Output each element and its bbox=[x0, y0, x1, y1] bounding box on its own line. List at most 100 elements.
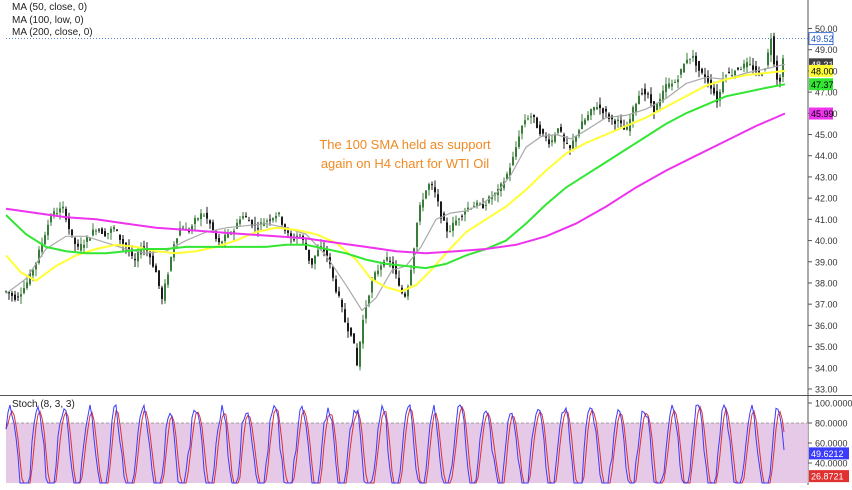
candle-body bbox=[335, 279, 337, 292]
candle-body bbox=[731, 75, 733, 77]
ma-legend: MA (50, close, 0) MA (100, low, 0) MA (2… bbox=[12, 2, 93, 40]
candle-body bbox=[512, 156, 514, 166]
candle-body bbox=[524, 120, 526, 125]
annotation-line-2: again on H4 chart for WTI Oil bbox=[320, 156, 490, 171]
candle-body bbox=[248, 220, 250, 222]
candle-body bbox=[485, 204, 487, 206]
candle-body bbox=[260, 222, 262, 225]
candle-body bbox=[38, 249, 40, 263]
stoch-tick-label: 100.0000 bbox=[815, 399, 852, 409]
candle-body bbox=[650, 94, 652, 104]
candle-body bbox=[101, 228, 103, 234]
y-tick-label: 50.00 bbox=[815, 24, 838, 34]
candle-body bbox=[506, 173, 508, 180]
candle-body bbox=[671, 83, 673, 87]
candle-body bbox=[575, 136, 577, 142]
candle-body bbox=[80, 243, 82, 251]
price-tag-bg bbox=[809, 78, 833, 91]
candle-body bbox=[209, 220, 211, 224]
candle-body bbox=[476, 202, 478, 206]
candle-body bbox=[71, 229, 73, 236]
candle-body bbox=[50, 216, 52, 223]
candle-body bbox=[356, 347, 358, 366]
candle-body bbox=[434, 187, 436, 193]
candle-body bbox=[428, 184, 430, 190]
candle-body bbox=[8, 291, 10, 294]
candle-body bbox=[590, 109, 592, 116]
candle-body bbox=[353, 333, 355, 344]
candle-body bbox=[395, 265, 397, 275]
candle-body bbox=[683, 63, 685, 73]
chart-annotation: The 100 SMA held as support again on H4 … bbox=[295, 135, 515, 173]
candle-body bbox=[98, 229, 100, 231]
candle-body bbox=[215, 230, 217, 239]
candle-body bbox=[743, 63, 745, 69]
candle-body bbox=[632, 107, 634, 121]
candle-body bbox=[686, 59, 688, 64]
candle-body bbox=[167, 274, 169, 285]
candle-body bbox=[734, 70, 736, 76]
candle-body bbox=[179, 227, 181, 236]
candle-body bbox=[527, 118, 529, 120]
candle-body bbox=[74, 237, 76, 244]
candle-body bbox=[722, 78, 724, 93]
candle-body bbox=[638, 95, 640, 105]
candle-body bbox=[380, 265, 382, 270]
candle-body bbox=[197, 218, 199, 220]
candle-body bbox=[212, 222, 214, 231]
y-tick-label: 37.00 bbox=[815, 300, 838, 310]
candle-body bbox=[569, 145, 571, 149]
candle-body bbox=[194, 218, 196, 225]
candle-body bbox=[419, 205, 421, 222]
candle-body bbox=[86, 236, 88, 242]
candle-body bbox=[704, 74, 706, 79]
candle-body bbox=[602, 108, 604, 114]
y-tick-label: 49.00 bbox=[815, 45, 838, 55]
candle-body bbox=[323, 248, 325, 252]
price-tag-label: 49.52 bbox=[811, 34, 834, 44]
candle-body bbox=[128, 245, 130, 252]
candle-body bbox=[347, 323, 349, 332]
candle-body bbox=[26, 282, 28, 288]
candle-body bbox=[176, 238, 178, 244]
candle-body bbox=[779, 77, 781, 82]
y-tick-label: 34.00 bbox=[815, 363, 838, 373]
candle-body bbox=[542, 129, 544, 134]
candle-body bbox=[578, 130, 580, 136]
candle-body bbox=[668, 83, 670, 88]
candle-body bbox=[503, 181, 505, 189]
candle-body bbox=[713, 87, 715, 94]
candle-body bbox=[437, 194, 439, 202]
candle-body bbox=[23, 287, 25, 294]
candle-body bbox=[257, 228, 259, 230]
candle-body bbox=[608, 113, 610, 119]
candle-body bbox=[281, 217, 283, 225]
y-tick-label: 36.00 bbox=[815, 321, 838, 331]
candle-body bbox=[119, 234, 121, 240]
candle-body bbox=[758, 70, 760, 73]
candle-body bbox=[200, 213, 202, 220]
candle-body bbox=[620, 120, 622, 124]
candle-body bbox=[692, 55, 694, 58]
candle-body bbox=[236, 222, 238, 229]
candle-body bbox=[698, 61, 700, 71]
candle-body bbox=[533, 114, 535, 117]
candle-body bbox=[695, 55, 697, 66]
legend-ma50: MA (50, close, 0) bbox=[12, 2, 88, 13]
candle-body bbox=[158, 270, 160, 287]
candle-body bbox=[593, 107, 595, 111]
candle-body bbox=[398, 277, 400, 286]
candle-body bbox=[635, 103, 637, 112]
candle-body bbox=[368, 295, 370, 305]
candle-body bbox=[269, 219, 271, 221]
y-tick-label: 33.00 bbox=[815, 385, 838, 395]
candle-body bbox=[203, 215, 205, 217]
candle-body bbox=[122, 238, 124, 244]
candle-body bbox=[365, 306, 367, 319]
candle-body bbox=[479, 203, 481, 205]
ma50-line bbox=[5, 63, 786, 312]
candle-body bbox=[521, 125, 523, 134]
